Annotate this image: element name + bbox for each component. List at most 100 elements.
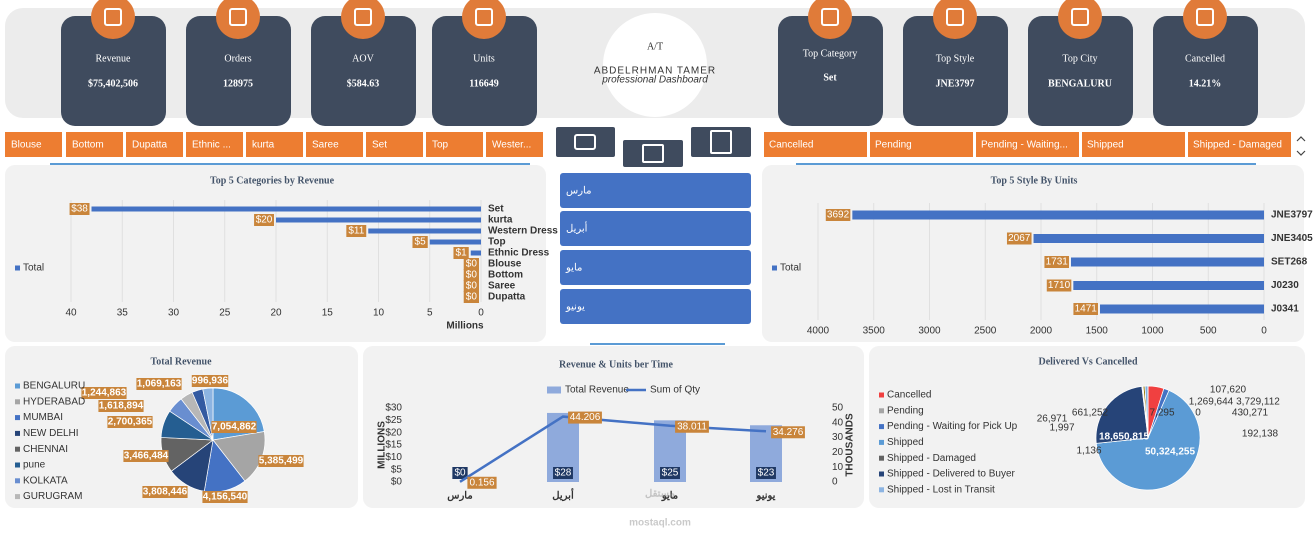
- y-tick-label: $25: [385, 415, 402, 426]
- kpi-icon-glyph: [475, 8, 493, 26]
- data-label-box: [123, 450, 169, 462]
- y2-tick-label: 10: [832, 462, 844, 473]
- y2-tick-label: 20: [832, 447, 844, 458]
- status-button[interactable]: [976, 132, 1079, 157]
- x-tick-label: 30: [168, 308, 180, 319]
- logo-monogram: A/T: [647, 41, 663, 52]
- panel: [869, 346, 1305, 508]
- category-button[interactable]: [486, 132, 543, 157]
- month-button[interactable]: [560, 250, 751, 285]
- status-button-label[interactable]: Cancelled: [769, 140, 813, 151]
- kpi-value: 14.21%: [1189, 78, 1222, 89]
- kpi-label: Top Category: [803, 48, 858, 59]
- status-button[interactable]: [764, 132, 867, 157]
- month-button-label[interactable]: مايو: [565, 263, 582, 274]
- scroll-arrows[interactable]: [1296, 136, 1306, 156]
- y-tick-label: $15: [385, 440, 402, 451]
- y2-tick-label: 50: [832, 403, 844, 414]
- data-label: 3,466,484: [124, 451, 169, 462]
- month-button[interactable]: [560, 173, 751, 208]
- data-label-box: [463, 291, 479, 303]
- accent-line: [590, 343, 725, 345]
- month-button[interactable]: [560, 211, 751, 246]
- month-button[interactable]: [560, 289, 751, 324]
- x-tick-label: أبريل: [552, 489, 574, 502]
- data-label: 34.276: [773, 427, 804, 438]
- kpi-card: [778, 16, 883, 126]
- category-label: Dupatta: [488, 292, 526, 303]
- kpi-value: $75,402,506: [88, 78, 138, 89]
- data-label-box: [136, 378, 182, 390]
- category-button-label[interactable]: Blouse: [11, 140, 42, 151]
- data-label: $11: [348, 226, 364, 237]
- legend-swatch: [879, 424, 884, 430]
- legend-label: Pending: [887, 405, 924, 416]
- status-button-label[interactable]: Shipped - Damaged: [1193, 140, 1282, 151]
- x-tick-label: 500: [1200, 326, 1217, 337]
- data-label: 1,269,644: [1189, 397, 1234, 408]
- category-button[interactable]: [126, 132, 183, 157]
- category-button[interactable]: [66, 132, 123, 157]
- legend-label: NEW DELHI: [23, 428, 79, 439]
- category-button-label[interactable]: Ethnic ...: [192, 140, 231, 151]
- x-tick-label: 5: [427, 308, 433, 319]
- data-label-box: [771, 426, 805, 439]
- status-button-label[interactable]: Shipped: [1087, 140, 1124, 151]
- data-label-box: [660, 467, 680, 479]
- legend-label: Shipped: [887, 437, 924, 448]
- category-button-label[interactable]: Bottom: [72, 140, 104, 151]
- month-button-label[interactable]: مارس: [566, 186, 591, 197]
- category-button[interactable]: [366, 132, 423, 157]
- watermark-arabic: مستقل: [645, 489, 675, 500]
- category-button[interactable]: [246, 132, 303, 157]
- status-button[interactable]: [1082, 132, 1185, 157]
- category-icon-button[interactable]: [556, 127, 615, 157]
- kpi-card: [311, 16, 416, 126]
- data-label: $0: [466, 292, 478, 303]
- bar: [1073, 281, 1264, 290]
- kpi-value: JNE3797: [936, 78, 975, 89]
- month-button-label[interactable]: أبريل: [566, 222, 588, 235]
- category-button[interactable]: [306, 132, 363, 157]
- category-button-label[interactable]: Set: [372, 140, 387, 151]
- status-icon-button[interactable]: [691, 127, 751, 157]
- category-button-label[interactable]: Wester...: [492, 140, 531, 151]
- status-button[interactable]: [870, 132, 973, 157]
- bar: [1099, 304, 1264, 314]
- category-button-label[interactable]: Top: [432, 140, 449, 151]
- month-button-label[interactable]: يونيو: [565, 302, 585, 313]
- legend-swatch: [15, 446, 20, 452]
- data-label-box: [211, 421, 257, 433]
- logo-tagline: professional Dashboard: [601, 75, 708, 86]
- legend-swatch: [15, 415, 20, 421]
- chart-title: Total Revenue: [150, 356, 212, 367]
- legend-swatch: [15, 462, 20, 468]
- y-tick-label: $0: [391, 477, 403, 488]
- x-tick-label: 0: [478, 308, 484, 319]
- icon-glyph: [710, 130, 732, 154]
- data-label-box: [675, 420, 709, 433]
- category-label: J0341: [1271, 304, 1299, 315]
- data-label: 2,700,365: [108, 417, 153, 428]
- category-button-label[interactable]: kurta: [252, 140, 275, 151]
- status-button-label[interactable]: Pending: [875, 140, 912, 151]
- icon-glyph: [642, 144, 664, 163]
- data-label-box: [1073, 303, 1098, 315]
- category-button[interactable]: [5, 132, 62, 157]
- category-button[interactable]: [426, 132, 483, 157]
- kpi-label: Units: [473, 53, 495, 64]
- status-button[interactable]: [1188, 132, 1291, 157]
- legend-swatch: [15, 494, 20, 500]
- x-tick-label: مارس: [447, 491, 472, 502]
- x-tick-label: 25: [219, 308, 231, 319]
- data-label: $1: [456, 248, 468, 259]
- kpi-icon: [462, 0, 506, 39]
- data-label-box: [463, 258, 479, 270]
- data-label: 26,971: [1037, 414, 1068, 425]
- category-button-label[interactable]: Dupatta: [132, 140, 167, 151]
- category-button[interactable]: [186, 132, 243, 157]
- status-button-label[interactable]: Pending - Waiting...: [981, 140, 1068, 151]
- date-icon-button[interactable]: [623, 140, 683, 167]
- data-label: 1731: [1046, 257, 1069, 268]
- category-button-label[interactable]: Saree: [312, 140, 339, 151]
